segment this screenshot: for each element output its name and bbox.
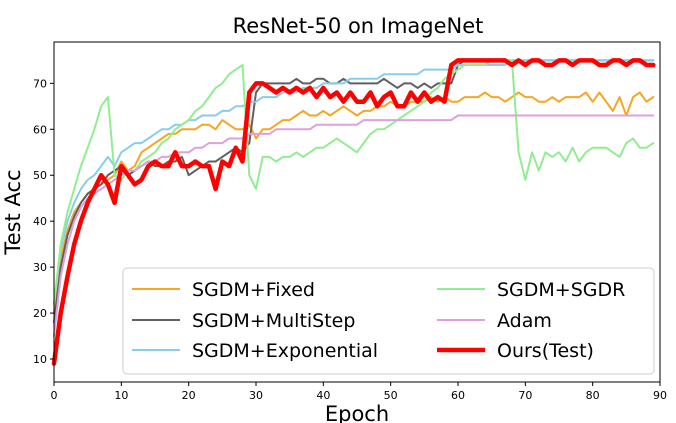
x-tick-label: 60: [451, 389, 465, 402]
y-tick-label: 70: [33, 77, 47, 90]
chart-title: ResNet-50 on ImageNet: [233, 14, 484, 38]
legend-label: SGDM+Fixed: [192, 279, 315, 301]
legend-label: Ours(Test): [497, 340, 594, 362]
x-tick-label: 50: [384, 389, 398, 402]
series-line-sgdm-fixed: [53, 91, 655, 315]
series-line-ours-test: [51, 58, 656, 366]
y-tick-label: 10: [33, 353, 47, 366]
x-axis-ticks: 0 10 20 30 40 50 60 70 80 90: [51, 382, 667, 402]
legend-label: Adam: [497, 310, 552, 332]
legend-item-ours-test: Ours(Test): [437, 340, 594, 362]
x-tick-label: 20: [182, 389, 196, 402]
legend-item-sgdm-sgdr: SGDM+SGDR: [437, 279, 625, 301]
legend-items: SGDM+Fixed SGDM+MultiStep SGDM+Exponential…: [132, 279, 625, 362]
legend-label: SGDM+Exponential: [192, 340, 378, 362]
legend-label: SGDM+SGDR: [497, 279, 625, 301]
legend-item-sgdm-multistep: SGDM+MultiStep: [132, 310, 355, 332]
legend-item-adam: Adam: [437, 310, 552, 332]
legend-box: [122, 267, 655, 375]
y-tick-label: 60: [33, 123, 47, 136]
y-tick-label: 40: [33, 215, 47, 228]
y-tick-label: 20: [33, 307, 47, 320]
legend-label: SGDM+MultiStep: [192, 310, 355, 332]
x-tick-label: 40: [316, 389, 330, 402]
x-tick-label: 10: [114, 389, 128, 402]
series-line-sgdm-exponential: [53, 59, 655, 305]
legend: SGDM+Fixed SGDM+MultiStep SGDM+Exponential…: [122, 267, 655, 375]
plot-frame: [53, 41, 661, 383]
plot-lines: [51, 58, 656, 366]
legend-item-sgdm-exponential: SGDM+Exponential: [132, 340, 378, 362]
y-axis-label: Test Acc: [1, 169, 25, 255]
x-tick-label: 0: [51, 389, 58, 402]
x-tick-label: 90: [653, 389, 667, 402]
x-tick-label: 80: [586, 389, 600, 402]
y-tick-label: 50: [33, 169, 47, 182]
x-tick-label: 70: [518, 389, 532, 402]
legend-item-sgdm-fixed: SGDM+Fixed: [132, 279, 315, 301]
x-tick-label: 30: [249, 389, 263, 402]
series-line-sgdm-sgdr: [53, 59, 655, 305]
x-axis-label: Epoch: [325, 402, 389, 423]
y-tick-label: 30: [33, 261, 47, 274]
y-axis-ticks: 10 20 30 40 50 60 70: [33, 77, 54, 366]
